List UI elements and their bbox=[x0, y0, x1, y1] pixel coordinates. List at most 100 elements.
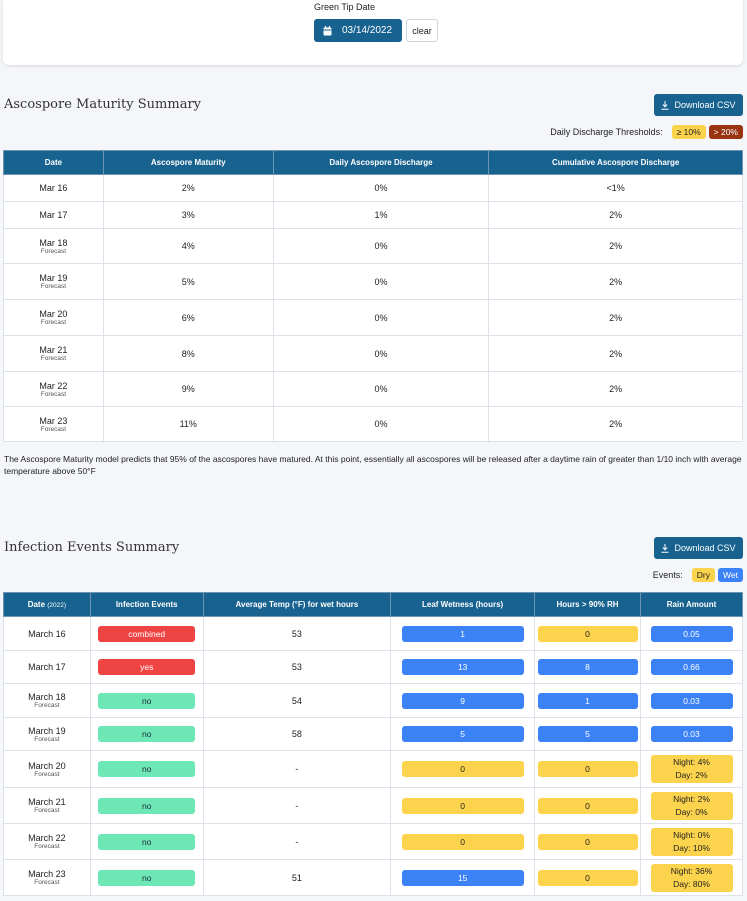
leaf-wetness-cell: 0 bbox=[390, 750, 536, 788]
forecast-label: Forecast bbox=[34, 702, 60, 709]
rain-day-value: Day: 0% bbox=[675, 806, 708, 817]
date-cell: Mar 16 bbox=[3, 174, 104, 202]
date-value: Mar 16 bbox=[39, 183, 68, 193]
table-row: March 17 yes 53 13 8 0.66 bbox=[3, 650, 743, 684]
col-header-cumulative-discharge: Cumulative Ascospore Discharge bbox=[488, 150, 743, 175]
green-tip-label: Green Tip Date bbox=[314, 2, 376, 12]
maturity-cell: 9% bbox=[102, 371, 274, 407]
rain-probability-box: Night: 36% Day: 80% bbox=[650, 863, 733, 892]
date-cell: Mar 18 Forecast bbox=[3, 228, 104, 264]
avg-temp-cell: - bbox=[202, 787, 392, 824]
daily-discharge-cell: 0% bbox=[272, 263, 490, 300]
forecast-label: Forecast bbox=[40, 247, 67, 255]
date-cell: Mar 22 Forecast bbox=[3, 371, 104, 407]
leaf-wetness-chip: 15 bbox=[401, 869, 524, 886]
clear-button[interactable]: clear bbox=[406, 19, 438, 42]
threshold-low-badge: ≥ 10% bbox=[671, 125, 706, 139]
leaf-wetness-chip: 0 bbox=[401, 797, 524, 814]
avg-temp-cell: - bbox=[202, 750, 392, 788]
table-row: March 21 Forecast no -0 0 Night: 2% Day: 0% bbox=[3, 787, 743, 824]
table-row: March 20 Forecast no -0 0 Night: 4% Day: 2% bbox=[3, 750, 743, 788]
date-cell: Mar 17 bbox=[3, 201, 104, 229]
col-header-date: Date bbox=[3, 150, 104, 175]
date-value: Mar 19 bbox=[39, 273, 68, 283]
maturity-cell: 2% bbox=[102, 174, 274, 202]
table-row: Mar 23 Forecast 11% 0% 2% bbox=[3, 406, 743, 442]
leaf-wetness-cell: 9 bbox=[390, 683, 536, 718]
daily-discharge-cell: 0% bbox=[272, 335, 490, 372]
download-csv-label: Download CSV bbox=[674, 543, 736, 553]
infection-table: Date (2022) Infection Events Average Tem… bbox=[3, 592, 743, 896]
date-value: Mar 20 bbox=[39, 309, 68, 319]
cumulative-discharge-cell: 2% bbox=[488, 201, 743, 229]
date-cell: March 21 Forecast bbox=[3, 787, 91, 824]
rain-amount-chip: 0.03 bbox=[650, 692, 733, 709]
table-row: Mar 19 Forecast 5% 0% 2% bbox=[3, 263, 743, 300]
download-icon bbox=[661, 100, 669, 110]
date-cell: March 18 Forecast bbox=[3, 683, 91, 718]
forecast-label: Forecast bbox=[40, 355, 67, 362]
date-cell: Mar 21 Forecast bbox=[3, 335, 104, 372]
avg-temp-cell: 54 bbox=[202, 683, 392, 718]
date-cell: March 16 bbox=[3, 616, 91, 651]
ascospore-download-csv-button[interactable]: Download CSV bbox=[654, 94, 743, 116]
infection-event-cell: no bbox=[89, 787, 204, 824]
green-tip-date-button[interactable]: 03/14/2022 bbox=[314, 19, 402, 42]
date-value: March 22 bbox=[28, 833, 66, 843]
hours-rh-cell: 0 bbox=[534, 616, 642, 651]
date-cell: March 20 Forecast bbox=[3, 750, 91, 788]
forecast-label: Forecast bbox=[34, 879, 60, 886]
date-cell: March 22 Forecast bbox=[3, 823, 91, 860]
green-tip-date-value: 03/14/2022 bbox=[342, 25, 393, 36]
infection-event-cell: no bbox=[89, 717, 204, 751]
infection-event-badge: no bbox=[98, 692, 196, 709]
avg-temp-cell: 53 bbox=[202, 650, 392, 684]
leaf-wetness-chip: 0 bbox=[401, 761, 524, 777]
download-csv-label: Download CSV bbox=[674, 100, 736, 110]
leaf-wetness-chip: 13 bbox=[401, 659, 524, 675]
date-cell: Mar 20 Forecast bbox=[3, 299, 104, 336]
col-header-avg-temp: Average Temp (°F) for wet hours bbox=[202, 592, 392, 617]
discharge-thresholds-legend: Daily Discharge Thresholds: ≥ 10% > 20% bbox=[550, 125, 743, 139]
rain-amount-cell: Night: 36% Day: 80% bbox=[640, 859, 743, 896]
leaf-wetness-chip: 5 bbox=[401, 726, 524, 742]
rain-amount-chip: 0.05 bbox=[650, 625, 733, 642]
date-value: Mar 21 bbox=[39, 345, 68, 355]
table-row: March 19 Forecast no 58 5 5 0.03 bbox=[3, 717, 743, 751]
col-header-maturity: Ascospore Maturity bbox=[102, 150, 274, 175]
forecast-label: Forecast bbox=[40, 390, 67, 398]
hours-rh-cell: 5 bbox=[534, 717, 642, 751]
col-header-leaf-wetness: Leaf Wetness (hours) bbox=[390, 592, 536, 617]
rain-day-value: Day: 2% bbox=[675, 770, 708, 780]
infection-header-row: Date (2022) Infection Events Average Tem… bbox=[3, 592, 743, 617]
cumulative-discharge-cell: 2% bbox=[488, 406, 743, 442]
rain-amount-cell: 0.03 bbox=[640, 683, 743, 718]
forecast-label: Forecast bbox=[40, 425, 67, 433]
rain-amount-cell: Night: 0% Day: 10% bbox=[640, 823, 743, 860]
download-icon bbox=[661, 543, 669, 553]
maturity-cell: 11% bbox=[102, 406, 274, 442]
rain-night-value: Night: 0% bbox=[673, 829, 710, 840]
cumulative-discharge-cell: 2% bbox=[488, 263, 743, 300]
rain-night-value: Night: 2% bbox=[673, 793, 710, 804]
infection-event-badge: no bbox=[98, 869, 196, 886]
avg-temp-cell: 51 bbox=[202, 859, 392, 896]
forecast-label: Forecast bbox=[34, 735, 60, 743]
col-header-infection-events: Infection Events bbox=[89, 592, 204, 617]
leaf-wetness-chip: 1 bbox=[401, 625, 524, 642]
date-cell: Mar 19 Forecast bbox=[3, 263, 104, 300]
rain-amount-chip: 0.03 bbox=[650, 726, 733, 742]
leaf-wetness-cell: 13 bbox=[390, 650, 536, 684]
threshold-high-badge: > 20% bbox=[708, 125, 743, 139]
hours-rh-chip: 8 bbox=[537, 659, 638, 675]
thresholds-label: Daily Discharge Thresholds: bbox=[550, 127, 663, 137]
rain-amount-chip: 0.66 bbox=[650, 659, 733, 675]
table-row: March 16 combined 53 1 0 0.05 bbox=[3, 616, 743, 651]
infection-download-csv-button[interactable]: Download CSV bbox=[654, 537, 743, 559]
infection-event-badge: yes bbox=[98, 659, 196, 675]
date-value: March 17 bbox=[28, 662, 66, 672]
table-row: March 18 Forecast no 54 9 1 0.03 bbox=[3, 683, 743, 718]
cumulative-discharge-cell: 2% bbox=[488, 299, 743, 336]
ascospore-table: Date Ascospore Maturity Daily Ascospore … bbox=[3, 150, 743, 442]
date-value: March 20 bbox=[28, 760, 66, 771]
